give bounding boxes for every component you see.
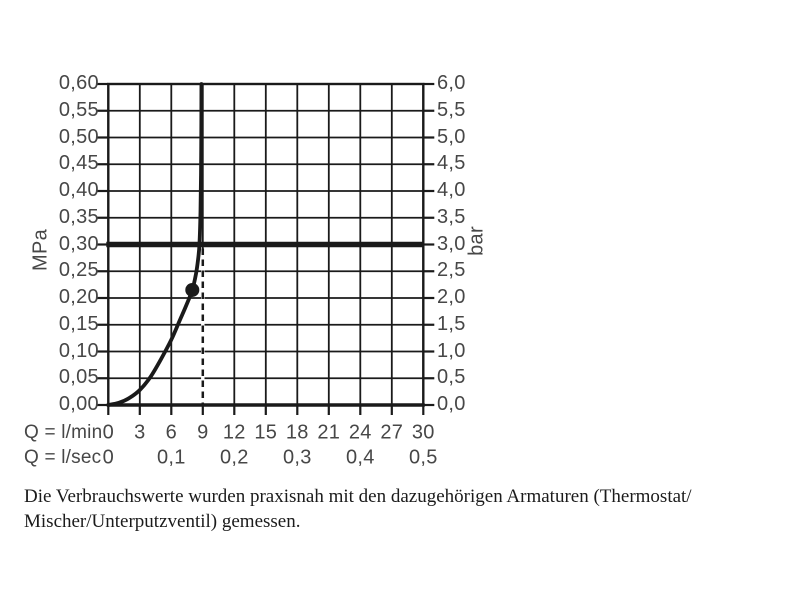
y-left-tick-label: 0,50	[58, 125, 99, 148]
x-lmin-tick-label: 12	[222, 421, 246, 444]
y-right-tick-label: 3,0	[437, 232, 466, 255]
x-lsec-tick-label: 0	[102, 446, 115, 469]
y-left-tick-label: 0,20	[58, 286, 99, 309]
y-left-tick-label: 0,25	[58, 259, 99, 282]
operating-point-dot	[185, 282, 200, 297]
y-right-tick-label: 6,0	[437, 72, 466, 95]
y-right-tick-label: 2,5	[437, 259, 466, 282]
y-left-tick-label: 0,15	[58, 312, 99, 335]
y-right-tick-label: 4,5	[437, 152, 466, 175]
x-lsec-tick-label: 0,1	[156, 446, 186, 469]
x-lsec-tick-label: 0,3	[282, 446, 312, 469]
caption: Die Verbrauchswerte wurden praxisnah mit…	[24, 484, 692, 534]
y-left-tick-label: 0,30	[58, 232, 99, 255]
y-left-tick-label: 0,40	[58, 179, 99, 202]
y-right-tick-label: 1,0	[437, 339, 466, 362]
caption-line-1: Die Verbrauchswerte wurden praxisnah mit…	[24, 486, 692, 507]
x-lmin-tick-label: 27	[380, 421, 404, 444]
y-right-tick-label: 0,0	[437, 393, 466, 416]
x-axis-lsec-label: Q = l/sec	[24, 447, 102, 468]
y-right-tick-label: 0,5	[437, 366, 466, 389]
y-left-tick-label: 0,00	[58, 393, 99, 416]
x-lsec-tick-label: 0,4	[345, 446, 375, 469]
y-right-tick-label: 1,5	[437, 312, 466, 335]
y-left-tick-label: 0,55	[58, 98, 99, 121]
x-lmin-tick-label: 0	[102, 421, 115, 444]
y-right-tick-label: 4,0	[437, 179, 466, 202]
y-right-tick-label: 5,0	[437, 125, 466, 148]
y-right-axis-unit: bar	[465, 226, 488, 256]
caption-line-2: Mischer/Unterputzventil) gemessen.	[24, 511, 301, 532]
y-left-tick-label: 0,60	[58, 72, 99, 95]
y-left-tick-label: 0,45	[58, 152, 99, 175]
y-left-tick-label: 0,10	[58, 339, 99, 362]
y-right-tick-label: 3,5	[437, 205, 466, 228]
flow-curve	[106, 82, 204, 407]
x-lmin-tick-label: 30	[411, 421, 435, 444]
x-lmin-tick-label: 21	[317, 421, 341, 444]
x-lsec-tick-label: 0,5	[408, 446, 438, 469]
x-axis-lmin-label: Q = l/min	[24, 422, 103, 443]
x-lmin-tick-label: 9	[197, 421, 209, 444]
y-left-tick-label: 0,05	[58, 366, 99, 389]
y-left-tick-label: 0,35	[58, 205, 99, 228]
x-lmin-tick-label: 15	[254, 421, 278, 444]
x-lmin-tick-label: 18	[285, 421, 309, 444]
y-right-tick-label: 5,5	[437, 98, 466, 121]
y-right-tick-label: 2,0	[437, 286, 466, 309]
x-lsec-tick-label: 0,2	[219, 446, 249, 469]
x-lmin-tick-label: 24	[348, 421, 372, 444]
x-lmin-tick-label: 6	[165, 421, 178, 444]
x-lmin-tick-label: 3	[134, 421, 146, 444]
